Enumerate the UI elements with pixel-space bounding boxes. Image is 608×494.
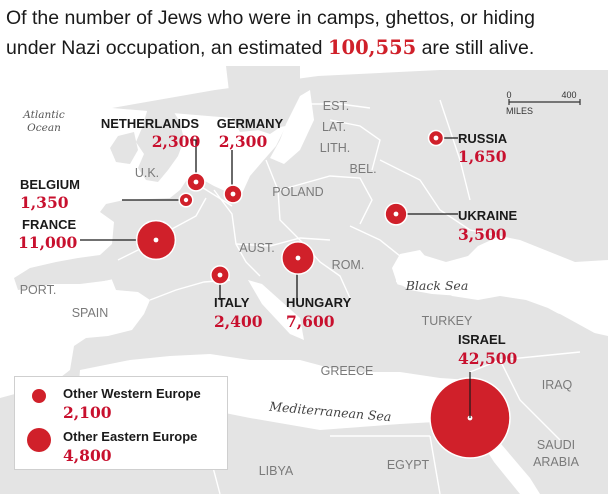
label-belarus: BEL. [349, 162, 376, 176]
adriatic-sea [248, 280, 304, 340]
land-uk [136, 106, 184, 182]
label-saudi-line-2: ARABIA [533, 455, 580, 469]
baltic-sea [270, 90, 314, 164]
bubble-netherlands-dot [193, 179, 199, 185]
ocean-label-line-1: Atlantic [22, 109, 65, 121]
hungary-name: HUNGARY [286, 295, 352, 310]
headline-line-2: under Nazi occupation, an estimated 100,… [6, 33, 604, 63]
label-romania: ROM. [332, 258, 365, 272]
belgium-value: 1,350 [20, 193, 69, 212]
label-egypt: EGYPT [387, 458, 430, 472]
headline-text-before: under Nazi occupation, an estimated [6, 37, 328, 59]
ukraine-name: UKRAINE [458, 208, 518, 223]
label-libya: LIBYA [259, 464, 294, 478]
land-greece-balkans [300, 296, 372, 366]
germany-value: 2,300 [219, 132, 268, 151]
headline-line-1: Of the number of Jews who were in camps,… [6, 7, 535, 29]
legend-dot-eastern [27, 428, 51, 452]
legend-dot-western [32, 389, 46, 403]
belgium-name: BELGIUM [20, 177, 80, 192]
scale-start: 0 [506, 90, 511, 100]
label-saudi-line-1: SAUDI [537, 438, 575, 452]
scale-end: 400 [561, 90, 576, 100]
bubble-hungary-dot [295, 255, 301, 261]
russia-name: RUSSIA [458, 131, 508, 146]
mediterranean-sea [78, 354, 470, 430]
germany-name: GERMANY [217, 116, 284, 131]
label-uk: U.K. [135, 166, 159, 180]
label-black-sea: Black Sea [405, 278, 469, 293]
survivor-labels: NETHERLANDS 2,300 GERMANY 2,300 BELGIUM … [18, 116, 518, 368]
headline: Of the number of Jews who were in camps,… [6, 4, 604, 63]
land-italy [232, 282, 300, 352]
ukraine-value: 3,500 [458, 225, 507, 244]
label-poland: POLAND [272, 185, 323, 199]
label-lithuania: LITH. [320, 141, 351, 155]
italy-name: ITALY [214, 295, 250, 310]
bubble-russia-dot [433, 135, 439, 141]
label-estonia: EST. [323, 99, 349, 113]
scale-unit: MILES [506, 106, 533, 116]
bubble-belgium-dot [183, 197, 189, 203]
netherlands-value: 2,300 [152, 132, 201, 151]
france-value: 11,000 [18, 233, 78, 252]
ocean-label-line-2: Ocean [27, 122, 61, 134]
legend-value-western: 2,100 [63, 403, 112, 422]
label-turkey: TURKEY [422, 314, 473, 328]
headline-total-survivors: 100,555 [327, 36, 417, 59]
land-sardinia [212, 312, 228, 340]
label-austria: AUST. [239, 241, 274, 255]
survivor-bubbles [135, 129, 511, 459]
black-sea [396, 254, 492, 296]
legend-name-western: Other Western Europe [63, 386, 201, 401]
bubble-france-dot [153, 237, 159, 243]
label-spain: SPAIN [72, 306, 109, 320]
legend: Other Western Europe 2,100 Other Eastern… [14, 376, 228, 470]
israel-name: ISRAEL [458, 332, 506, 347]
land-scandinavia [226, 66, 300, 134]
legend-name-eastern: Other Eastern Europe [63, 429, 198, 444]
netherlands-name: NETHERLANDS [101, 116, 200, 131]
bubble-germany-dot [230, 191, 236, 197]
france-name: FRANCE [22, 217, 76, 232]
russia-value: 1,650 [458, 147, 507, 166]
bubble-italy-dot [217, 272, 223, 278]
label-latvia: LAT. [322, 120, 346, 134]
land-ireland [110, 132, 138, 164]
label-greece: GREECE [321, 364, 374, 378]
label-portugal: PORT. [20, 283, 57, 297]
headline-text-after: are still alive. [416, 37, 535, 59]
land-black-sea-south [360, 280, 600, 372]
hungary-value: 7,600 [286, 312, 335, 331]
label-iraq: IRAQ [542, 378, 573, 392]
legend-value-eastern: 4,800 [63, 446, 112, 465]
scale-bar: 0 400 MILES [506, 90, 581, 116]
italy-value: 2,400 [214, 312, 263, 331]
israel-value: 42,500 [458, 349, 518, 368]
bubble-ukraine-dot [393, 211, 399, 217]
red-sea [480, 438, 540, 494]
